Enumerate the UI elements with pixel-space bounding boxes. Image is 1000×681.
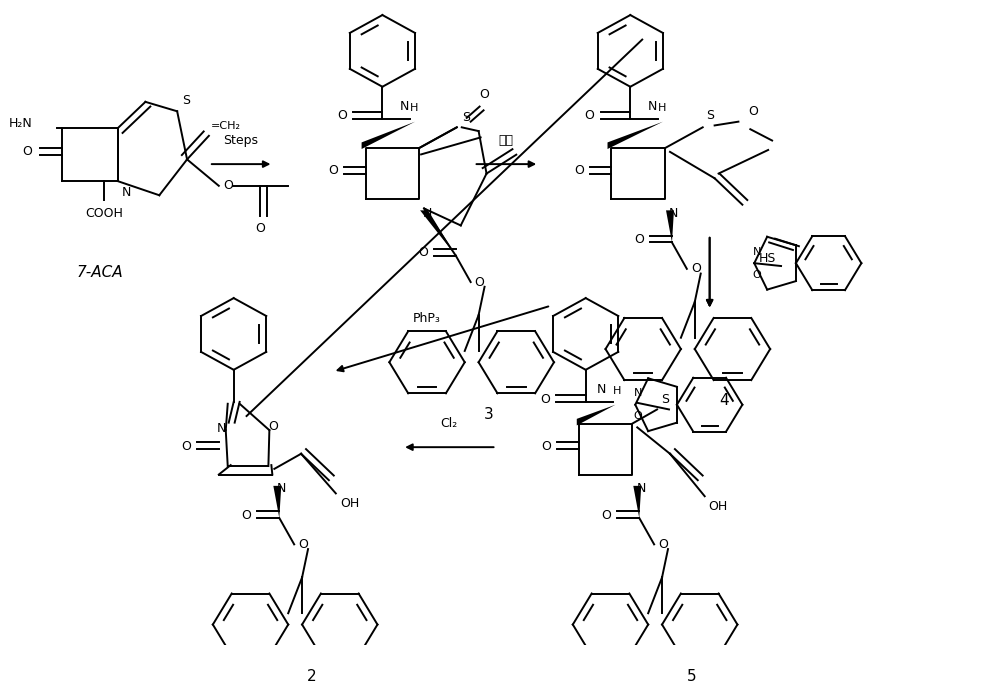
Text: H: H <box>410 103 419 113</box>
Text: 3: 3 <box>484 407 493 422</box>
Text: O: O <box>541 440 551 453</box>
Text: N: N <box>669 206 678 219</box>
Text: N: N <box>122 186 131 199</box>
Text: S: S <box>706 109 714 122</box>
Text: N: N <box>400 100 409 113</box>
Text: O: O <box>540 392 550 406</box>
Text: O: O <box>256 222 265 235</box>
Text: 5: 5 <box>687 669 697 681</box>
Text: S: S <box>462 110 470 123</box>
Text: Steps: Steps <box>224 134 259 147</box>
Text: PhP₃: PhP₃ <box>413 311 441 325</box>
Text: O: O <box>691 262 701 275</box>
Text: O: O <box>223 179 233 192</box>
Text: Cl₂: Cl₂ <box>441 417 458 430</box>
Text: H: H <box>658 103 666 113</box>
Text: O: O <box>480 88 489 101</box>
Text: O: O <box>298 538 308 551</box>
Text: OH: OH <box>340 497 359 510</box>
Text: N: N <box>753 247 761 257</box>
Polygon shape <box>420 210 456 255</box>
Text: 7-ACA: 7-ACA <box>76 265 123 280</box>
Text: H₂N: H₂N <box>9 117 32 130</box>
Text: O: O <box>418 247 428 259</box>
Text: S: S <box>182 93 190 106</box>
Text: N: N <box>634 388 642 398</box>
Text: O: O <box>268 420 278 433</box>
Text: O: O <box>574 164 584 177</box>
Text: O: O <box>328 164 338 177</box>
Text: N: N <box>276 482 286 495</box>
Text: H: H <box>612 386 621 396</box>
Polygon shape <box>273 486 281 518</box>
Text: O: O <box>475 276 485 289</box>
Text: N: N <box>648 100 657 113</box>
Text: O: O <box>585 110 595 123</box>
Polygon shape <box>362 122 415 149</box>
Text: OH: OH <box>709 500 728 513</box>
Text: O: O <box>23 145 32 159</box>
Text: N: N <box>423 206 432 219</box>
Text: =CH₂: =CH₂ <box>211 121 241 131</box>
Text: O: O <box>748 105 758 118</box>
Text: N: N <box>216 422 226 434</box>
Text: O: O <box>633 411 642 421</box>
Text: 4: 4 <box>720 394 729 409</box>
Text: O: O <box>602 509 611 522</box>
Text: O: O <box>634 233 644 246</box>
Polygon shape <box>666 210 674 242</box>
Text: 加热: 加热 <box>499 134 514 147</box>
Text: S: S <box>661 393 669 406</box>
Text: O: O <box>242 509 252 522</box>
Text: COOH: COOH <box>85 206 123 219</box>
Text: O: O <box>181 440 191 453</box>
Text: N: N <box>597 383 607 396</box>
Text: N: N <box>636 482 646 495</box>
Text: 2: 2 <box>307 669 317 681</box>
Text: O: O <box>752 270 761 279</box>
Text: O: O <box>337 110 347 123</box>
Polygon shape <box>608 122 663 149</box>
Text: HS: HS <box>759 252 777 265</box>
Polygon shape <box>633 486 641 518</box>
Polygon shape <box>577 405 615 426</box>
Text: O: O <box>658 538 668 551</box>
